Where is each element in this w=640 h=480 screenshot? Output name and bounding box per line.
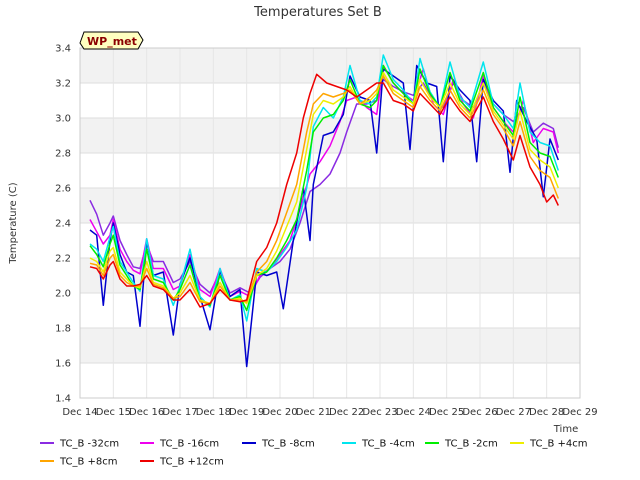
x-tick-label: Dec 27 [496,407,531,418]
x-tick-label: Dec 20 [262,407,297,418]
plot-band [80,328,580,363]
x-axis-label: Time [553,424,578,435]
y-tick-label: 1.6 [55,359,71,370]
plot-band [80,48,580,83]
wp-met-badge: WP_met [79,31,144,50]
legend-label: TC_B -8cm [261,439,315,450]
legend-label: TC_B +12cm [159,457,224,468]
x-tick-label: Dec 15 [96,407,131,418]
y-tick-label: 1.8 [55,324,71,335]
legend-item: TC_B +8cm [40,457,118,468]
y-tick-label: 2.6 [55,184,71,195]
y-tick-labels: 1.4 1.6 1.8 2.0 2.2 2.4 2.6 2.8 3.0 3.2 3.4 [55,44,71,405]
y-tick-label: 2.2 [55,254,71,265]
x-tick-label: Dec 28 [529,407,564,418]
plot-band [80,293,580,328]
plot-band [80,153,580,188]
x-tick-label: Dec 14 [62,407,97,418]
y-axis-label: Temperature (C) [8,182,19,264]
plot-band [80,83,580,118]
legend-item: TC_B -16cm [140,439,219,450]
x-tick-label: Dec 18 [196,407,231,418]
badge-shape [79,31,144,50]
x-tick-label: Dec 17 [162,407,197,418]
legend-label: TC_B +4cm [529,439,588,450]
x-tick-label: Dec 22 [329,407,364,418]
series-line [89,75,559,305]
y-tick-label: 1.4 [55,394,71,405]
series-line [89,64,559,312]
legend-item: TC_B +12cm [140,457,224,468]
legend: TC_B -32cm TC_B -16cm TC_B -8cm TC_B -4cm TC… [40,439,588,468]
legend-label: TC_B -4cm [361,439,415,450]
plot-band [80,363,580,398]
legend-label: TC_B +8cm [59,457,118,468]
legend-item: TC_B -8cm [242,439,315,450]
y-tick-label: 2.8 [55,149,71,160]
legend-label: TC_B -2cm [444,439,498,450]
plot-band [80,223,580,258]
x-tick-label: Dec 19 [229,407,264,418]
legend-item: TC_B +4cm [510,439,588,450]
legend-label: TC_B -32cm [59,439,119,450]
series-line [89,73,559,308]
plot-frame [79,47,581,399]
y-tick-label: 3.2 [55,79,71,90]
badge-label: WP_met [87,35,137,48]
x-tick-label: Dec 29 [562,407,597,418]
chart-title: Temperatures Set B [253,5,382,20]
x-tick-label: Dec 24 [396,407,431,418]
legend-item: TC_B -32cm [40,439,119,450]
plot-band [80,188,580,223]
legend-label: TC_B -16cm [159,439,219,450]
x-tick-label: Dec 23 [362,407,397,418]
x-tick-label: Dec 21 [296,407,331,418]
x-tick-label: Dec 16 [129,407,164,418]
legend-item: TC_B -2cm [425,439,498,450]
y-tick-label: 3.0 [55,114,71,125]
series-line [89,71,559,305]
y-tick-label: 2.0 [55,289,71,300]
series-line [89,54,560,322]
legend-item: TC_B -4cm [342,439,415,450]
y-tick-label: 2.4 [55,219,71,230]
x-tick-label: Dec 26 [462,407,497,418]
x-tick-label: Dec 25 [429,407,464,418]
series-lines [89,54,560,368]
y-tick-label: 3.4 [55,44,71,55]
